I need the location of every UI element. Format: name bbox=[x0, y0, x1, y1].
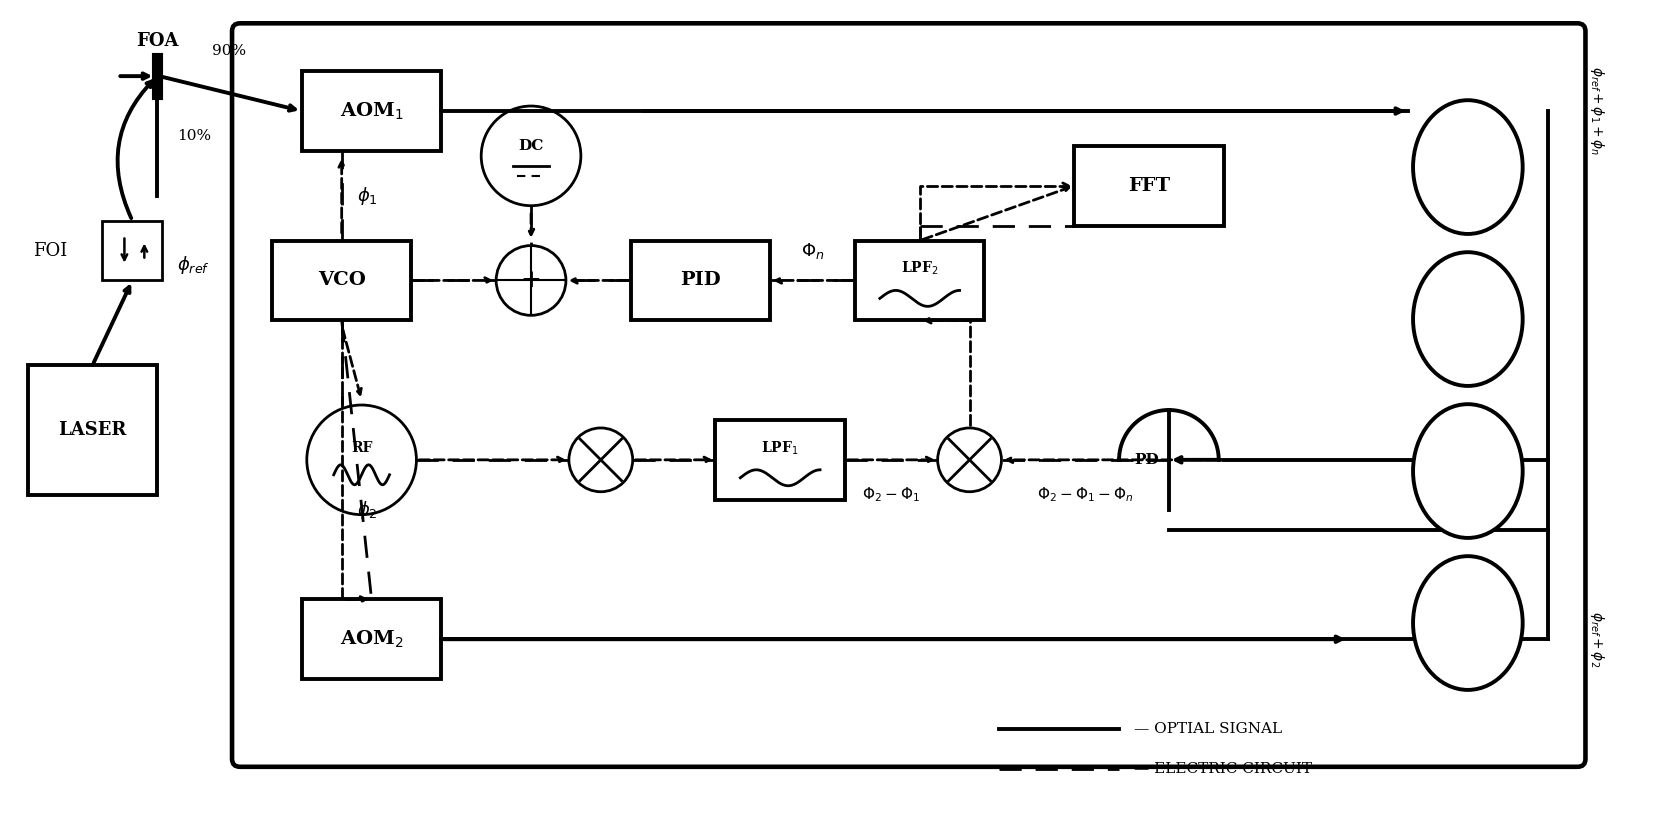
Ellipse shape bbox=[1413, 556, 1523, 690]
Text: $\phi_2$: $\phi_2$ bbox=[356, 499, 378, 521]
Text: FOI: FOI bbox=[33, 241, 67, 260]
Circle shape bbox=[938, 428, 1002, 492]
Text: $\phi_{ref}+\phi_2$: $\phi_{ref}+\phi_2$ bbox=[1588, 611, 1607, 667]
Text: VCO: VCO bbox=[318, 271, 366, 289]
Text: FOA: FOA bbox=[135, 32, 179, 50]
Polygon shape bbox=[1119, 410, 1219, 510]
Text: LASER: LASER bbox=[59, 421, 127, 439]
Text: +: + bbox=[520, 269, 542, 293]
Bar bbox=[854, 241, 985, 321]
Circle shape bbox=[497, 246, 565, 316]
Text: $\phi_{ref}$: $\phi_{ref}$ bbox=[177, 255, 211, 277]
Circle shape bbox=[482, 106, 580, 206]
Circle shape bbox=[568, 428, 632, 492]
Bar bbox=[102, 221, 162, 280]
Bar bbox=[630, 241, 771, 321]
Text: DC: DC bbox=[518, 139, 543, 153]
Text: PD: PD bbox=[1134, 453, 1159, 467]
Ellipse shape bbox=[1413, 405, 1523, 538]
Ellipse shape bbox=[1413, 252, 1523, 386]
Bar bbox=[273, 241, 411, 321]
Text: $\phi_1$: $\phi_1$ bbox=[356, 185, 378, 207]
Text: $\phi_{ref}+\phi_1+\phi_n$: $\phi_{ref}+\phi_1+\phi_n$ bbox=[1588, 66, 1607, 156]
Text: $\Phi_2-\Phi_1$: $\Phi_2-\Phi_1$ bbox=[863, 485, 920, 504]
Text: 90%: 90% bbox=[212, 44, 246, 59]
Text: FFT: FFT bbox=[1129, 177, 1170, 194]
Text: — OPTIAL SIGNAL: — OPTIAL SIGNAL bbox=[1134, 722, 1282, 736]
Bar bbox=[303, 71, 441, 151]
Text: $\Phi_2-\Phi_1-\Phi_n$: $\Phi_2-\Phi_1-\Phi_n$ bbox=[1037, 485, 1134, 504]
Bar bbox=[716, 420, 844, 499]
Text: PID: PID bbox=[681, 271, 721, 289]
Ellipse shape bbox=[1413, 101, 1523, 234]
Bar bbox=[303, 599, 441, 679]
Text: $\Phi_n$: $\Phi_n$ bbox=[801, 241, 824, 260]
Text: AOM$_2$: AOM$_2$ bbox=[339, 629, 403, 650]
Text: LPF$_2$: LPF$_2$ bbox=[901, 260, 938, 277]
Text: LPF$_1$: LPF$_1$ bbox=[761, 439, 799, 456]
Text: — ELECTRIC CIRCUIT: — ELECTRIC CIRCUIT bbox=[1134, 762, 1313, 775]
Text: RF: RF bbox=[351, 441, 373, 455]
Bar bbox=[1073, 146, 1224, 226]
Text: AOM$_1$: AOM$_1$ bbox=[339, 101, 403, 122]
Circle shape bbox=[306, 405, 416, 515]
Text: 10%: 10% bbox=[177, 129, 211, 143]
Bar bbox=[28, 365, 157, 494]
